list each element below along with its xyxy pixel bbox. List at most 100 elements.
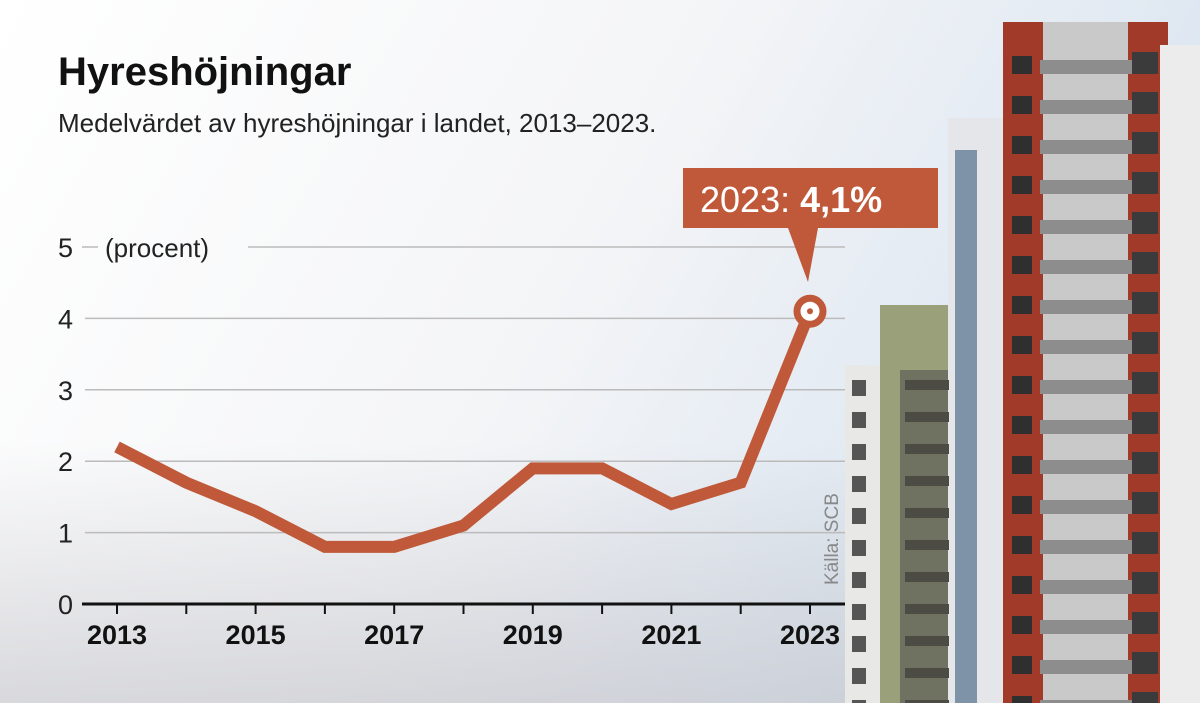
y-axis-label: (procent) bbox=[105, 233, 209, 263]
balcony bbox=[905, 700, 949, 703]
x-tick-label: 2021 bbox=[641, 620, 701, 650]
balcony bbox=[1040, 220, 1132, 234]
window bbox=[852, 540, 866, 556]
window bbox=[1012, 296, 1032, 314]
chart-subtitle: Medelvärdet av hyreshöjningar i landet, … bbox=[58, 108, 657, 138]
callout-box bbox=[683, 168, 938, 228]
building bbox=[900, 370, 952, 703]
window bbox=[1012, 496, 1032, 514]
callout-label: 2023: 4,1% bbox=[700, 179, 882, 220]
window bbox=[1132, 292, 1158, 314]
window bbox=[1132, 372, 1158, 394]
window bbox=[1012, 96, 1032, 114]
window bbox=[1012, 56, 1032, 74]
window bbox=[1012, 416, 1032, 434]
window bbox=[1012, 336, 1032, 354]
balcony bbox=[1040, 660, 1132, 674]
balcony bbox=[1040, 60, 1132, 74]
window bbox=[852, 572, 866, 588]
building bbox=[955, 150, 977, 703]
y-tick-label: 5 bbox=[58, 233, 73, 263]
window bbox=[852, 476, 866, 492]
window bbox=[852, 508, 866, 524]
window bbox=[1132, 332, 1158, 354]
x-tick-label: 2019 bbox=[503, 620, 563, 650]
window bbox=[1012, 256, 1032, 274]
window bbox=[1132, 612, 1158, 634]
balcony bbox=[1040, 300, 1132, 314]
window bbox=[1132, 492, 1158, 514]
window bbox=[1012, 456, 1032, 474]
x-tick-label: 2013 bbox=[87, 620, 147, 650]
window bbox=[1012, 136, 1032, 154]
window bbox=[1132, 692, 1158, 703]
balcony bbox=[905, 572, 949, 582]
buildings-photo bbox=[845, 22, 1200, 703]
window bbox=[1012, 216, 1032, 234]
window bbox=[1132, 212, 1158, 234]
balcony bbox=[1040, 540, 1132, 554]
balcony bbox=[1040, 620, 1132, 634]
balcony bbox=[1040, 460, 1132, 474]
balcony bbox=[1040, 260, 1132, 274]
window bbox=[1132, 652, 1158, 674]
window bbox=[1132, 572, 1158, 594]
callout-pointer bbox=[788, 228, 818, 282]
balcony bbox=[905, 380, 949, 390]
window bbox=[852, 668, 866, 684]
balcony bbox=[905, 540, 949, 550]
y-tick-label: 1 bbox=[58, 519, 73, 549]
balcony bbox=[1040, 180, 1132, 194]
window bbox=[852, 636, 866, 652]
highlight-dot bbox=[807, 308, 813, 315]
chart-title: Hyreshöjningar bbox=[58, 50, 352, 94]
x-tick-label: 2017 bbox=[364, 620, 424, 650]
window bbox=[852, 380, 866, 396]
x-tick-label: 2015 bbox=[226, 620, 286, 650]
window bbox=[1012, 376, 1032, 394]
balcony bbox=[905, 508, 949, 518]
window bbox=[1132, 532, 1158, 554]
balcony bbox=[905, 444, 949, 454]
y-tick-label: 3 bbox=[58, 376, 73, 406]
window bbox=[852, 444, 866, 460]
window bbox=[1132, 92, 1158, 114]
window bbox=[1012, 576, 1032, 594]
balcony bbox=[1040, 420, 1132, 434]
building bbox=[1043, 22, 1128, 703]
balcony bbox=[1040, 380, 1132, 394]
balcony bbox=[905, 668, 949, 678]
balcony bbox=[905, 636, 949, 646]
source-label: Källa: SCB bbox=[822, 493, 843, 585]
window bbox=[1132, 52, 1158, 74]
balcony bbox=[1040, 340, 1132, 354]
balcony bbox=[1040, 580, 1132, 594]
window bbox=[1132, 252, 1158, 274]
balcony bbox=[905, 412, 949, 422]
balcony bbox=[1040, 100, 1132, 114]
window bbox=[852, 412, 866, 428]
window bbox=[852, 604, 866, 620]
window bbox=[1132, 452, 1158, 474]
balcony bbox=[1040, 140, 1132, 154]
callout-year: 2023: bbox=[700, 179, 800, 220]
y-tick-label: 0 bbox=[58, 590, 73, 620]
window bbox=[1132, 132, 1158, 154]
window bbox=[1012, 616, 1032, 634]
balcony bbox=[1040, 700, 1132, 703]
window bbox=[1132, 172, 1158, 194]
callout-value: 4,1% bbox=[800, 179, 882, 220]
data-line bbox=[114, 309, 816, 553]
x-tick-label: 2023 bbox=[780, 620, 840, 650]
window bbox=[1012, 176, 1032, 194]
balcony bbox=[905, 604, 949, 614]
window bbox=[1012, 536, 1032, 554]
window bbox=[1012, 656, 1032, 674]
window bbox=[1012, 696, 1032, 703]
building bbox=[1160, 45, 1200, 703]
balcony bbox=[1040, 500, 1132, 514]
balcony bbox=[905, 476, 949, 486]
y-tick-label: 4 bbox=[58, 304, 73, 334]
